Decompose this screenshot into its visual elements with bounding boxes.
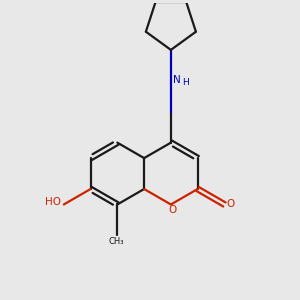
Text: H: H bbox=[182, 78, 189, 87]
Text: CH₃: CH₃ bbox=[108, 237, 124, 246]
Text: N: N bbox=[173, 75, 181, 85]
Text: O: O bbox=[227, 200, 235, 209]
Text: HO: HO bbox=[46, 196, 62, 206]
Text: O: O bbox=[169, 205, 177, 215]
